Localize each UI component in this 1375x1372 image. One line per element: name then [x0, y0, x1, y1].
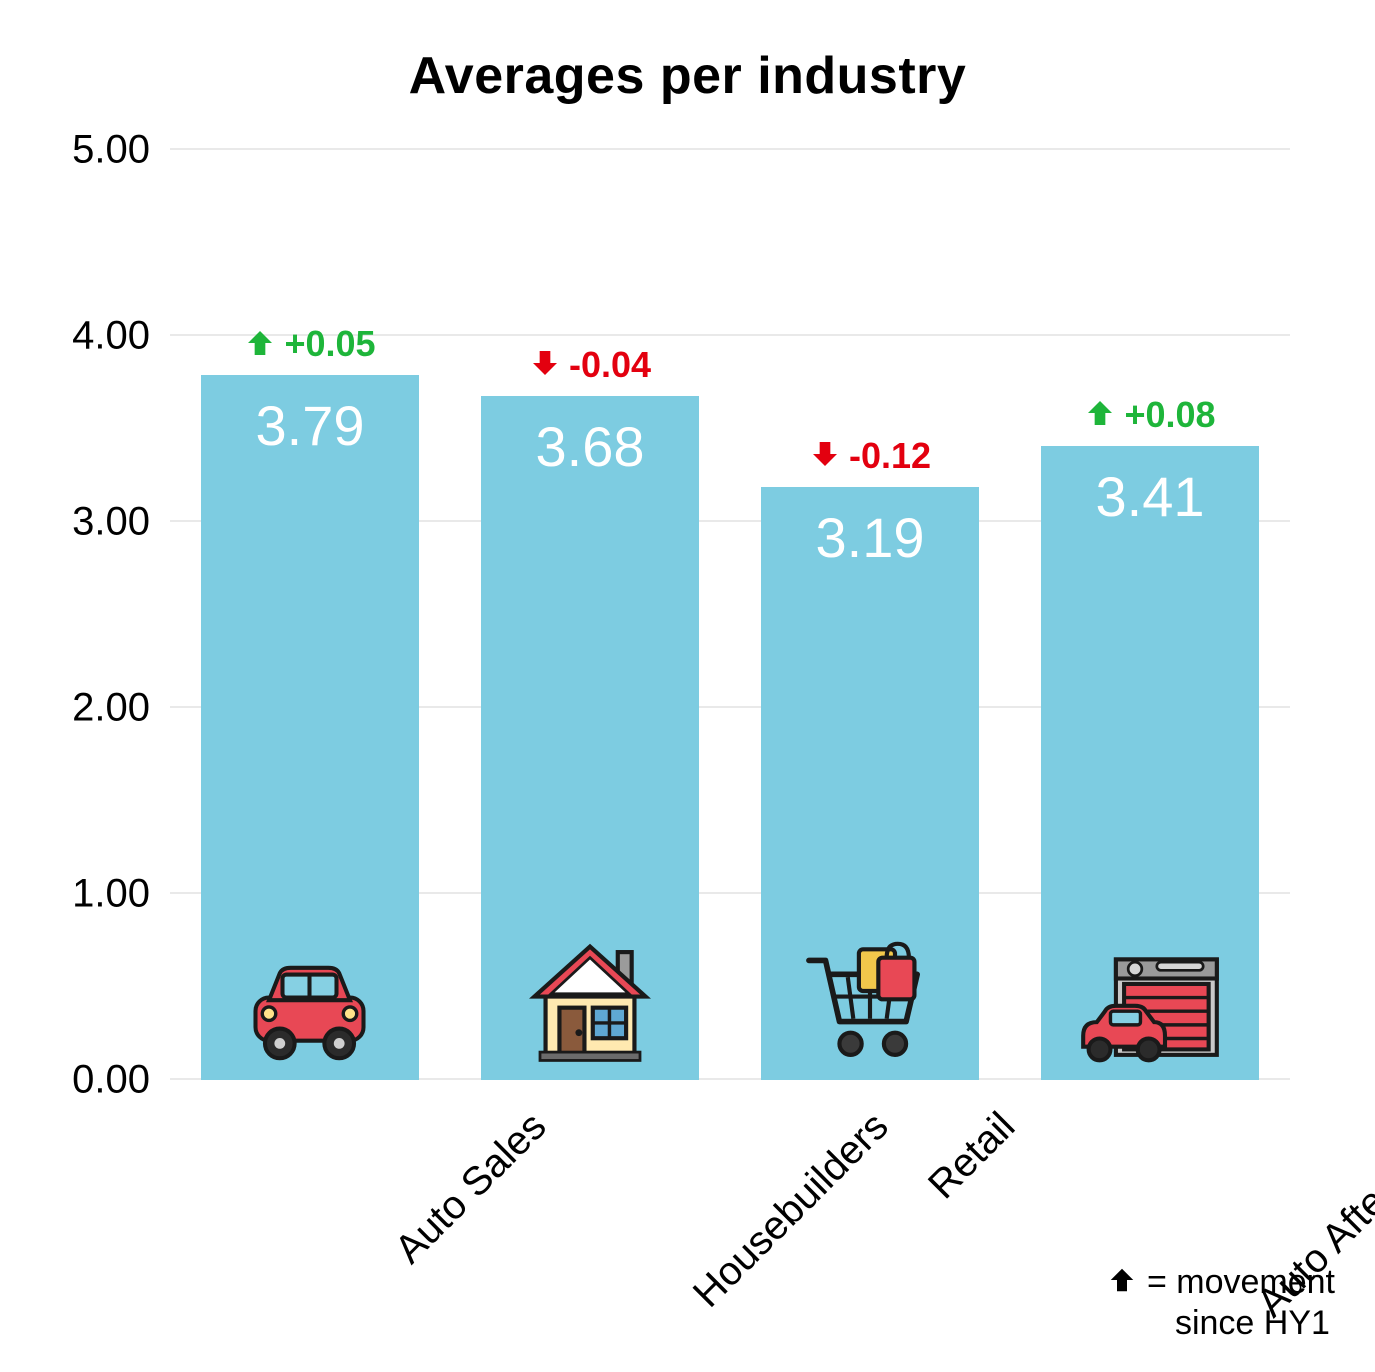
arrow-down-icon: [529, 346, 561, 388]
y-tick-label: 5.00: [10, 128, 150, 173]
arrow-up-icon: [244, 326, 276, 368]
car-icon: [201, 956, 419, 1066]
delta-indicator: -0.04: [481, 344, 699, 388]
y-tick-label: 3.00: [10, 500, 150, 545]
delta-value: +0.08: [1124, 394, 1215, 435]
arrow-up-icon: [1084, 396, 1116, 438]
plot-area: 0.00 1.00 2.00 3.00 4.00 5.00 +0.05 3.79: [170, 150, 1290, 1080]
arrow-up-icon: [1107, 1264, 1137, 1305]
delta-indicator: +0.05: [201, 323, 419, 367]
x-tick-label: Auto Sales: [387, 1104, 556, 1273]
delta-value: -0.12: [849, 435, 931, 476]
bar-value-label: 3.19: [761, 505, 979, 570]
y-tick-label: 1.00: [10, 872, 150, 917]
arrow-down-icon: [809, 437, 841, 479]
bar-auto-aftersales: +0.08 3.41: [1041, 446, 1259, 1080]
y-tick-label: 4.00: [10, 314, 150, 359]
x-tick-label: Housebuilders: [685, 1104, 898, 1317]
bar-housebuilders: -0.04 3.68: [481, 396, 699, 1080]
delta-value: -0.04: [569, 344, 651, 385]
delta-value: +0.05: [284, 323, 375, 364]
bar-value-label: 3.41: [1041, 464, 1259, 529]
legend: = movement since HY1: [1107, 1262, 1335, 1344]
delta-indicator: +0.08: [1041, 394, 1259, 438]
bar-retail: -0.12 3.19: [761, 487, 979, 1080]
shopping-cart-icon: [761, 941, 979, 1066]
delta-indicator: -0.12: [761, 435, 979, 479]
bars: +0.05 3.79: [170, 150, 1290, 1080]
bar-value-label: 3.68: [481, 414, 699, 479]
bar-value-label: 3.79: [201, 393, 419, 458]
legend-text: = movement since HY1: [1147, 1262, 1335, 1344]
industry-averages-chart: Averages per industry 0.00 1.00 2.00 3.0…: [0, 0, 1375, 1372]
x-tick-label: Retail: [920, 1104, 1024, 1208]
bar-auto-sales: +0.05 3.79: [201, 375, 419, 1080]
garage-icon: [1041, 951, 1259, 1066]
y-tick-label: 2.00: [10, 686, 150, 731]
house-icon: [481, 941, 699, 1066]
y-tick-label: 0.00: [10, 1058, 150, 1103]
chart-title: Averages per industry: [0, 46, 1375, 106]
